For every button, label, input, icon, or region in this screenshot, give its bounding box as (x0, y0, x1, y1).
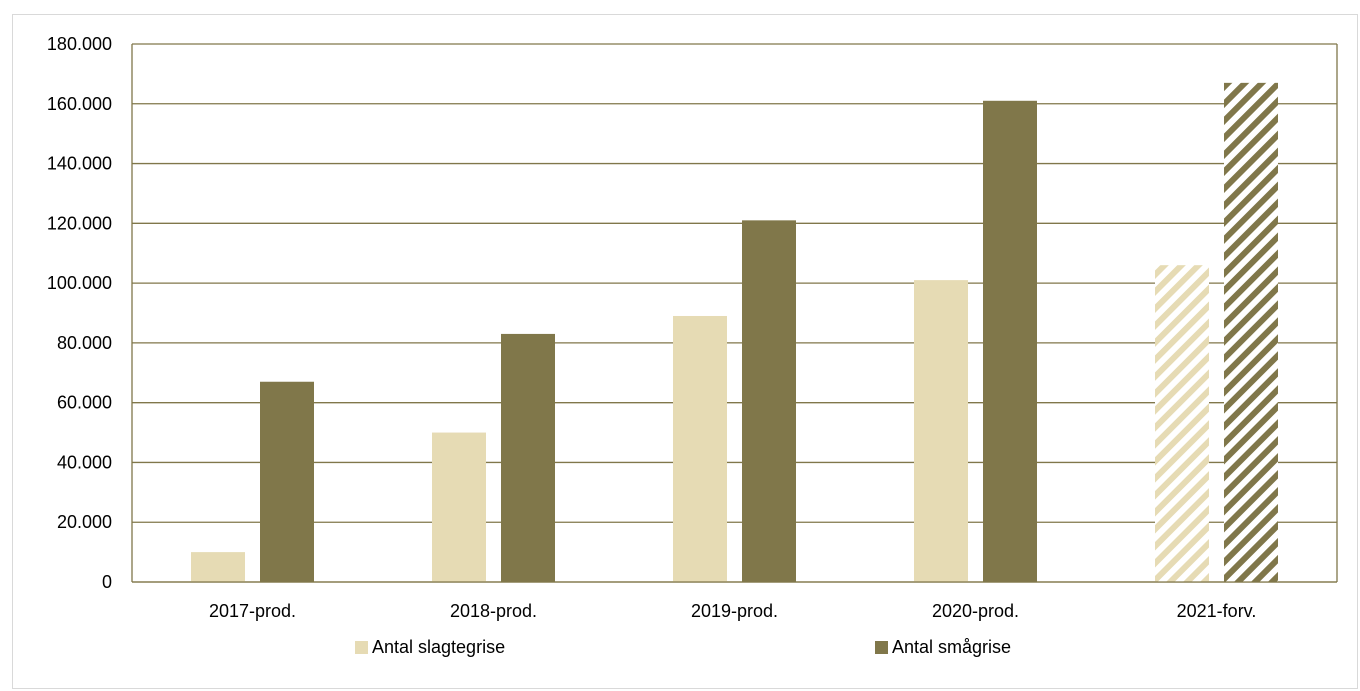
legend-label: Antal smågrise (892, 637, 1011, 657)
y-tick-label: 40.000 (57, 452, 112, 472)
bar-smaagrise-3 (983, 100, 1037, 583)
legend-label: Antal slagtegrise (372, 637, 505, 657)
bar-slagtegrise-1 (432, 432, 486, 582)
bar-smaagrise-4 (1224, 82, 1278, 582)
y-tick-label: 60.000 (57, 393, 112, 413)
legend-swatch (875, 641, 888, 654)
bar-slagtegrise-4 (1155, 265, 1209, 582)
y-tick-label: 20.000 (57, 512, 112, 532)
chart-frame (12, 14, 1358, 689)
x-tick-label: 2019-prod. (691, 601, 778, 621)
x-tick-label: 2018-prod. (450, 601, 537, 621)
axes: 0 20.000 40.000 60.000 80.000 100.000 120.000 1… (47, 34, 1338, 621)
bar-smaagrise-2 (742, 220, 796, 582)
y-tick-label: 180.000 (47, 34, 112, 54)
y-tick-label: 80.000 (57, 333, 112, 353)
y-tick-label: 0 (102, 572, 112, 592)
y-tick-label: 100.000 (47, 273, 112, 293)
legend-swatch (355, 641, 368, 654)
x-tick-label: 2017-prod. (209, 601, 296, 621)
bar-slagtegrise-0 (191, 552, 245, 582)
bar-smaagrise-1 (501, 333, 555, 582)
bar-slagtegrise-3 (914, 280, 968, 582)
bars (191, 82, 1278, 583)
bar-smaagrise-0 (260, 381, 314, 582)
y-tick-label: 160.000 (47, 94, 112, 114)
x-tick-label: 2021-forv. (1177, 601, 1257, 621)
bar-slagtegrise-2 (673, 315, 727, 582)
y-tick-label: 140.000 (47, 154, 112, 174)
x-tick-label: 2020-prod. (932, 601, 1019, 621)
legend: Antal slagtegrise Antal smågrise (355, 637, 1011, 657)
y-tick-label: 120.000 (47, 213, 112, 233)
